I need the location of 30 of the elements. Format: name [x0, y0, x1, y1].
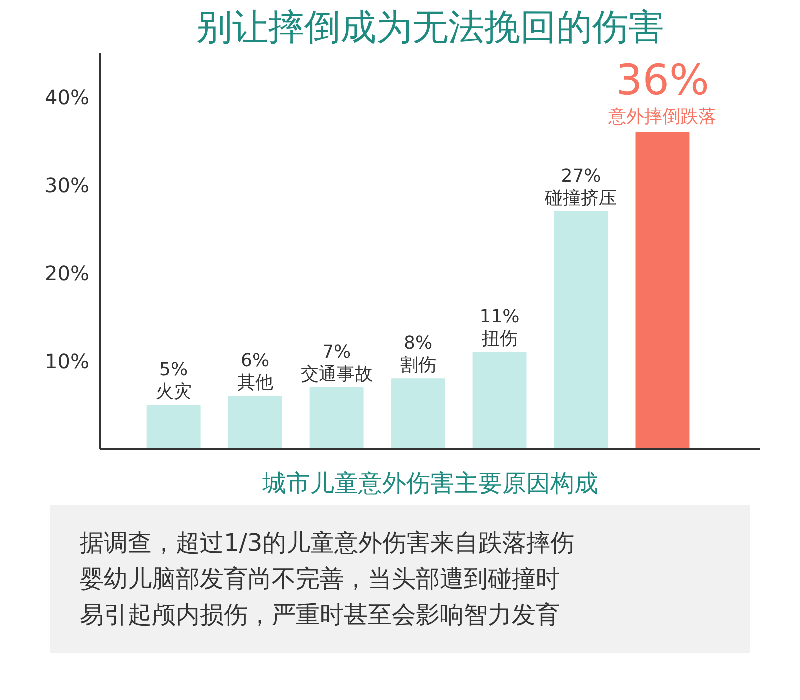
y-tick-label: 20%	[45, 262, 90, 286]
y-tick-label: 40%	[45, 86, 90, 110]
x-tick-label: 扭伤	[482, 328, 518, 350]
x-tick-label: 割伤	[400, 355, 436, 376]
text: 婴幼儿脑部发育尚不完善，当头部遭到碰撞时	[80, 565, 560, 593]
data-label: 11%	[480, 306, 520, 328]
bar	[146, 405, 201, 450]
text: 据调查，超过1/3的儿童意外伤害来自跌落摔伤	[80, 529, 575, 557]
x-tick-label: 交通事故	[300, 364, 373, 385]
x-axis-title: 城市儿童意外伤害主要原因构成	[262, 470, 598, 498]
bar	[636, 132, 690, 450]
bar	[310, 387, 364, 450]
x-tick-label: 其他	[237, 372, 274, 394]
x-tick-label: 意外摔倒跌落	[608, 106, 717, 128]
chart-title: 别让摔倒成为无法挽回的伤害	[196, 8, 664, 48]
bar	[228, 396, 282, 450]
y-tick-label: 30%	[45, 174, 90, 198]
data-label: 5%	[160, 360, 188, 380]
data-label: 36%	[616, 56, 710, 105]
data-label: 6%	[241, 350, 270, 372]
bar	[554, 211, 608, 450]
y-tick-label: 10%	[45, 350, 90, 374]
x-tick-label: 火灾	[156, 382, 192, 402]
bar	[391, 378, 446, 450]
data-label: 27%	[561, 166, 602, 187]
bar	[472, 352, 527, 450]
text: 易引起颅内损伤，严重时甚至会影响智力发育	[80, 601, 560, 629]
x-tick-label: 碰撞挤压	[544, 188, 618, 209]
data-label: 8%	[404, 333, 433, 354]
data-label: 7%	[322, 342, 352, 363]
